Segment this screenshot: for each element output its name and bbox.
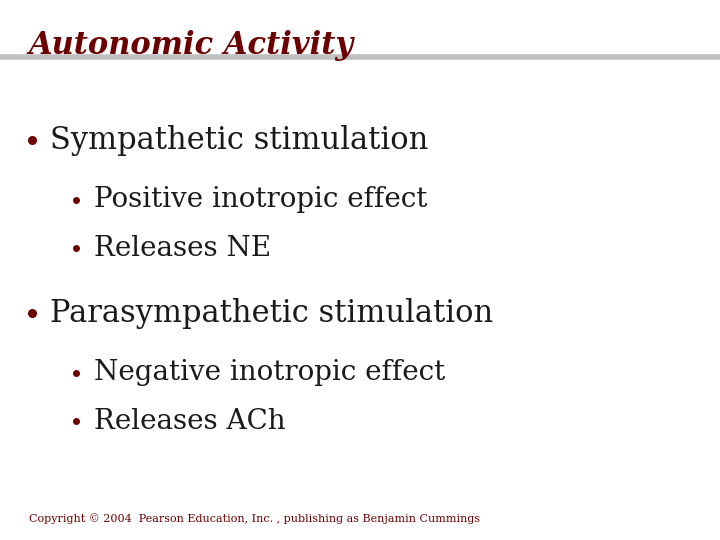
Text: Autonomic Activity: Autonomic Activity: [29, 30, 354, 60]
Text: Copyright © 2004  Pearson Education, Inc. , publishing as Benjamin Cummings: Copyright © 2004 Pearson Education, Inc.…: [29, 513, 480, 524]
Text: Negative inotropic effect: Negative inotropic effect: [94, 359, 445, 386]
Text: Positive inotropic effect: Positive inotropic effect: [94, 186, 427, 213]
Text: Sympathetic stimulation: Sympathetic stimulation: [50, 125, 429, 156]
Text: Releases NE: Releases NE: [94, 235, 271, 262]
Text: Parasympathetic stimulation: Parasympathetic stimulation: [50, 298, 494, 329]
Text: Releases ACh: Releases ACh: [94, 408, 285, 435]
